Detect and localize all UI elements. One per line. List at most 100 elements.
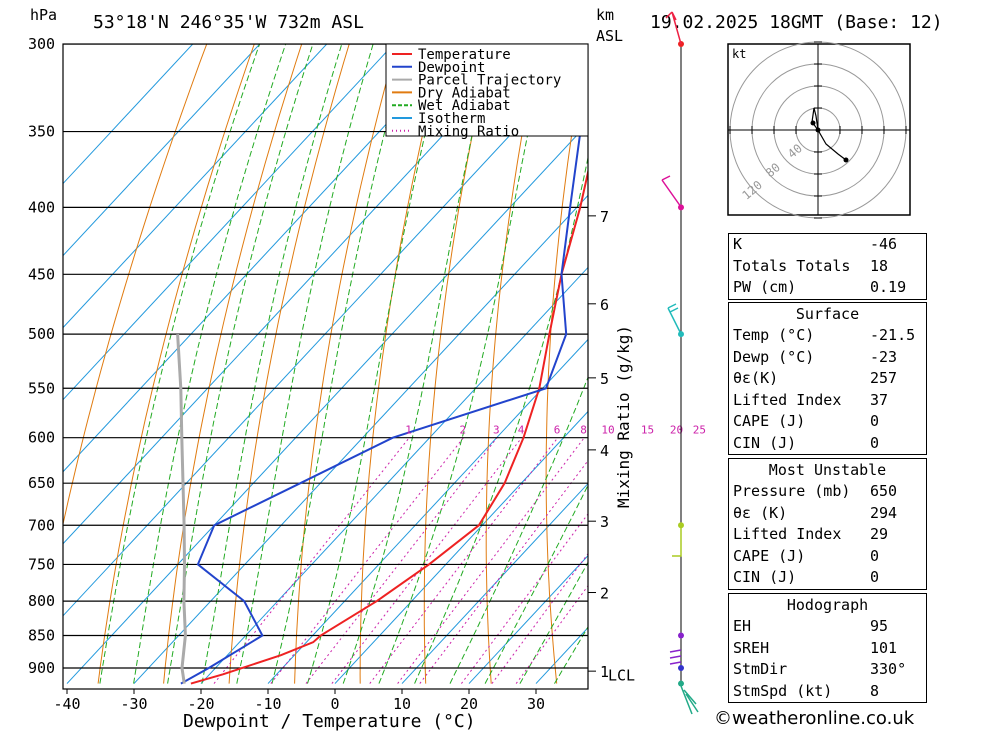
table-row: CAPE (J) 0	[729, 411, 926, 433]
isotherm-line	[63, 44, 194, 185]
mixing-ratio-tick-label: 6	[554, 424, 561, 437]
wind-profile	[661, 11, 699, 715]
wet-adiabat-line	[167, 44, 314, 684]
table-row: CIN (J) 0	[729, 567, 926, 589]
wet-adiabat-line	[342, 44, 494, 684]
row-value: 0	[870, 546, 880, 565]
wet-adiabat-line	[236, 44, 374, 684]
hpa-axis-label: hPa	[30, 6, 57, 24]
pressure-tick-label: 800	[28, 592, 55, 610]
row-value: -21.5	[870, 326, 916, 344]
wind-barb-700	[672, 525, 682, 557]
hodograph-title: Hodograph	[786, 596, 869, 614]
mixing-ratio-line	[491, 552, 588, 684]
row-value: 18	[870, 256, 889, 275]
wet-adiabat-line	[201, 44, 343, 684]
x-tick-label: 0	[330, 695, 339, 713]
mixing-ratio-line	[369, 437, 559, 684]
pressure-tick-label: 600	[28, 429, 55, 447]
row-label: θε (K)	[733, 503, 788, 522]
x-tick-label: 10	[393, 695, 411, 713]
row-label: EH	[733, 617, 752, 635]
table-row: CIN (J) 0	[729, 433, 926, 455]
wind-level-dot	[678, 665, 684, 671]
table-row: Lifted Index 37	[729, 390, 926, 412]
site-link[interactable]: weatheronline.co.uk	[732, 708, 915, 729]
isotherm-line	[63, 44, 395, 401]
mixing-ratio-line	[331, 437, 523, 684]
pressure-tick-label: 750	[28, 555, 55, 573]
pressure-tick-label: 400	[28, 198, 55, 216]
series-dewpoint	[180, 115, 588, 685]
mixing-ratio-line	[270, 437, 464, 684]
legend-label: Isotherm	[418, 111, 485, 127]
row-value: 0	[870, 412, 880, 430]
km-tick-label: 3	[600, 513, 609, 531]
row-label: CIN (J)	[733, 433, 797, 452]
surface-title: Surface	[795, 305, 860, 323]
row-value: -46	[870, 235, 898, 253]
wind-barb-925	[680, 685, 699, 715]
footer-credit[interactable]: ©weatheronline.co.uk	[714, 708, 914, 729]
isotherm-line	[267, 338, 588, 684]
table-row: K -46	[729, 234, 926, 256]
wet-adiabat-line	[133, 44, 287, 684]
row-value: -23	[870, 347, 898, 366]
plot-frame	[62, 43, 589, 690]
most-unstable-table: Most Unstable Pressure (mb) 650 θε (K) 294 L…	[728, 458, 927, 590]
wet-adiabat-line	[99, 44, 261, 684]
row-value: 330°	[870, 660, 907, 678]
row-label: CIN (J)	[733, 568, 797, 586]
mixing-ratio-tick-label: 1	[405, 424, 412, 437]
pressure-tick-label: 450	[28, 265, 55, 283]
wind-barb-400	[661, 175, 682, 208]
row-label: SREH	[733, 638, 770, 657]
table-row: Totals Totals 18	[729, 256, 926, 278]
isotherm-line	[200, 266, 588, 684]
mixing-ratio-line	[397, 437, 585, 684]
table-row: EH 95	[729, 616, 926, 638]
mixing-ratio-tick-label: 8	[580, 424, 587, 437]
plot-axes: 1 2 3 4 6 8 10 15 20 2530035040045050055060065070…	[28, 35, 706, 713]
most-unstable-title: Most Unstable	[768, 461, 887, 479]
row-value: 257	[870, 369, 898, 387]
x-tick-label: -40	[53, 695, 80, 713]
km-tick-label: 6	[600, 296, 609, 314]
pressure-tick-label: 500	[28, 325, 55, 343]
wind-barb-850	[669, 649, 682, 665]
table-row: Lifted Index 29	[729, 524, 926, 546]
pressure-tick-label: 650	[28, 474, 55, 492]
wind-level-dot	[678, 632, 684, 639]
row-label: Dewp (°C)	[733, 347, 815, 366]
wet-adiabat-line	[378, 44, 547, 684]
row-value: 650	[870, 482, 898, 500]
isotherm-line	[468, 554, 588, 684]
copyright-icon: ©	[714, 708, 732, 729]
surface-table: Surface Temp (°C) -21.5 Dewp (°C) -23 θε(K) 2…	[728, 302, 927, 455]
series-parcel-trajectory	[176, 334, 187, 684]
mixing-ratio-line	[461, 513, 588, 684]
chart-datetime: 19.02.2025 18GMT (Base: 12)	[650, 12, 943, 33]
legend-label: Parcel Trajectory	[418, 73, 561, 89]
table-row: StmSpd (kt) 8	[729, 681, 926, 703]
hodograph-trace	[811, 107, 847, 161]
mixing-ratio-tick-label: 4	[518, 424, 525, 437]
x-tick-label: 20	[460, 695, 478, 713]
mixing-ratio-tick-label: 20	[670, 424, 683, 437]
row-value: 0.19	[870, 278, 907, 296]
wind-barb-500	[667, 303, 682, 335]
mixing-ratio-line	[213, 437, 410, 684]
row-label: StmDir	[733, 660, 788, 678]
pressure-tick-label: 900	[28, 659, 55, 677]
mixing-ratio-tick-label: 2	[459, 424, 466, 437]
wind-barb-300	[665, 11, 682, 45]
km-tick-label: 5	[600, 370, 609, 388]
row-value: 37	[870, 390, 889, 409]
row-value: 29	[870, 525, 889, 543]
km-tick-label: 7	[600, 208, 609, 226]
wind-level-dot	[678, 680, 684, 687]
isotherm-line	[63, 44, 261, 257]
